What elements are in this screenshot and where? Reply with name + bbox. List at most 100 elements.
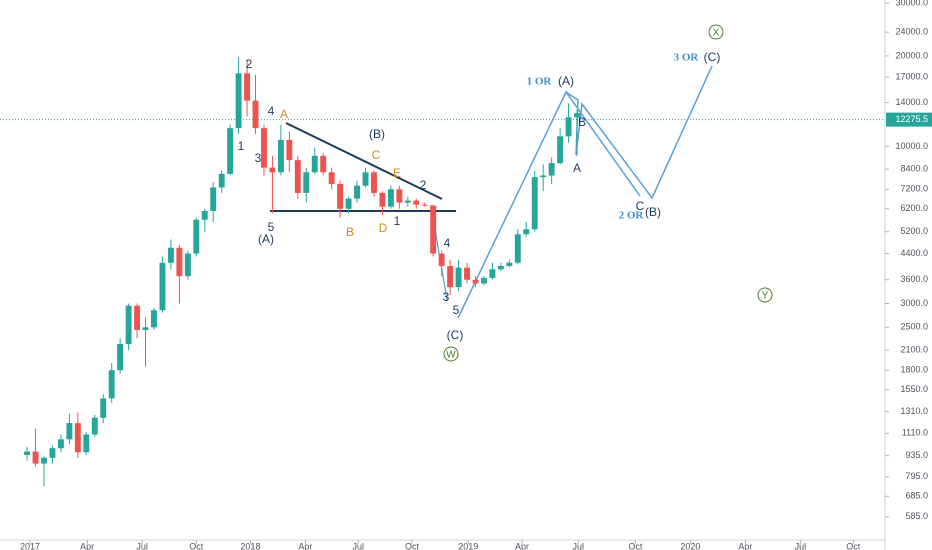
candle-body — [100, 398, 107, 418]
last-price-box — [886, 112, 932, 127]
candle-body — [540, 175, 547, 178]
candle-body — [506, 262, 513, 266]
y-tick-label: 2100.0 — [900, 344, 928, 354]
x-tick-label: Jul — [136, 541, 148, 550]
y-tick-label: 7200.0 — [900, 184, 928, 194]
annotation: A — [573, 161, 581, 175]
annotation: B — [578, 115, 586, 129]
y-tick-label: 24000.0 — [895, 27, 928, 37]
y-tick-label: 685.0 — [905, 491, 928, 501]
candle-body — [548, 163, 555, 176]
annotation: X — [713, 28, 720, 39]
y-tick-label: 17000.0 — [895, 72, 928, 82]
candle-body — [269, 167, 276, 173]
y-tick-label: 2500.0 — [900, 322, 928, 332]
candle-body — [57, 439, 64, 449]
annotation: C — [636, 199, 645, 213]
candle-body — [354, 185, 361, 199]
annotation-circle — [708, 24, 724, 40]
candle-body — [125, 305, 132, 344]
annotation: 1 — [238, 139, 245, 153]
candle-body — [557, 136, 564, 164]
x-tick-label: Apr — [80, 541, 94, 550]
y-tick-label: 6200.0 — [900, 203, 928, 213]
candle-body — [430, 205, 437, 254]
candle-body — [447, 265, 454, 288]
x-tick-label: Oct — [846, 541, 861, 550]
candle-body — [404, 200, 411, 203]
annotation: 2 — [420, 178, 427, 192]
annotation: 4 — [268, 104, 275, 118]
x-tick-label: Jul — [353, 541, 365, 550]
y-tick-label: 8400.0 — [900, 164, 928, 174]
candle-body — [413, 200, 420, 205]
candle-body — [24, 451, 31, 455]
candle-body — [311, 155, 318, 173]
y-tick-label: 20000.0 — [895, 50, 928, 60]
candle-body — [286, 140, 293, 161]
x-tick-label: Jul — [795, 541, 807, 550]
trend-line — [285, 122, 443, 200]
x-tick-label: 2017 — [20, 541, 40, 550]
annotation: 5 — [268, 220, 275, 234]
annotation: 3 — [255, 151, 262, 165]
annotation: (C) — [447, 328, 464, 342]
annotation: (B) — [369, 127, 385, 141]
y-tick-label: 795.0 — [905, 471, 928, 481]
y-tick-label: 5200.0 — [900, 226, 928, 236]
candle-body — [244, 73, 251, 101]
candle-body — [32, 451, 39, 464]
candle-body — [227, 128, 234, 174]
annotation: A — [280, 107, 288, 121]
candle-body — [421, 204, 428, 206]
candle-body — [497, 265, 504, 270]
candle-body — [91, 417, 98, 435]
candle-body — [108, 370, 115, 399]
annotation: (A) — [558, 74, 574, 88]
x-tick-label: 2018 — [240, 541, 260, 550]
candle-body — [184, 253, 191, 277]
wave-path — [565, 65, 713, 200]
candle-body — [142, 327, 149, 330]
candle-body — [303, 172, 310, 193]
candle-body — [210, 187, 217, 211]
candle-body — [565, 117, 572, 137]
candle-body — [176, 247, 183, 277]
candle-body — [320, 155, 327, 173]
annotation: 5 — [453, 303, 460, 317]
x-tick-label: Oct — [628, 541, 643, 550]
annotation: E — [393, 166, 401, 180]
candle-body — [480, 277, 487, 284]
y-tick-label: 10000.0 — [895, 141, 928, 151]
candle-body — [438, 253, 445, 266]
x-tick-label: Apr — [298, 541, 312, 550]
candle-body — [151, 310, 157, 328]
x-tick-label: Apr — [738, 541, 752, 550]
x-tick-label: Jul — [573, 541, 585, 550]
y-tick-label: 4400.0 — [900, 248, 928, 258]
x-tick-label: Oct — [189, 541, 204, 550]
candle-body — [489, 269, 496, 278]
candle-body — [387, 189, 394, 207]
y-tick-label: 3600.0 — [900, 274, 928, 284]
x-tick-label: 2019 — [458, 541, 478, 550]
candle-body — [117, 343, 124, 371]
candle-body — [235, 73, 242, 129]
annotation: 2 — [246, 57, 253, 71]
candle-body — [252, 100, 259, 129]
y-tick-label: 30000.0 — [895, 0, 928, 7]
candle-body — [362, 172, 369, 186]
annotation: C — [372, 148, 381, 162]
annotation: 3 — [443, 290, 450, 304]
y-tick-label: 1110.0 — [902, 428, 928, 438]
annotation: W — [446, 350, 456, 361]
candle-body — [277, 140, 284, 173]
candle-body — [455, 267, 462, 288]
candle-body — [345, 198, 352, 209]
annotation: 4 — [444, 236, 451, 250]
candle-body — [74, 423, 81, 453]
candle-body — [472, 279, 479, 284]
annotation: 3 OR — [674, 52, 700, 64]
y-tick-label: 3000.0 — [900, 298, 928, 308]
x-tick-label: Apr — [515, 541, 529, 550]
